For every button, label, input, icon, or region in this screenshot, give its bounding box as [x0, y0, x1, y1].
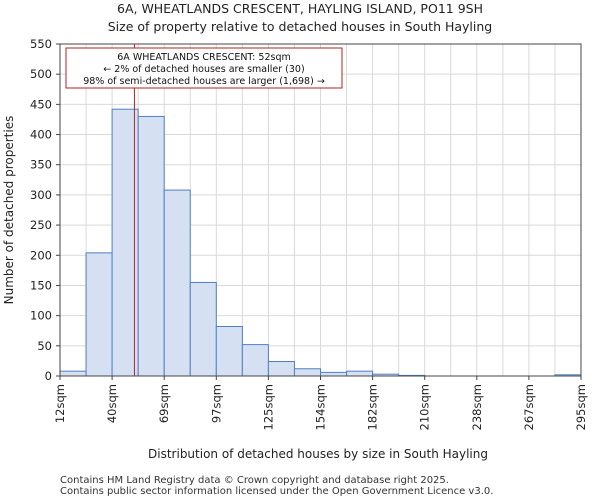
histogram-bar: [293, 368, 322, 377]
y-tick-label: 350: [30, 158, 52, 172]
histogram-bar: [163, 189, 191, 377]
histogram-bar: [189, 281, 217, 377]
histogram-bar: [267, 361, 295, 377]
footer-line-2: Contains public sector information licen…: [60, 486, 493, 497]
histogram-bar: [59, 370, 87, 377]
x-tick-label: 40sqm: [105, 384, 119, 423]
histogram-bar: [215, 326, 243, 377]
histogram-bar: [346, 370, 374, 377]
x-tick-label: 12sqm: [53, 384, 67, 423]
annotation-box: 6A WHEATLANDS CRESCENT: 52sqm ← 2% of de…: [65, 47, 343, 89]
y-tick-label: 100: [30, 309, 52, 323]
x-tick-label: 267sqm: [522, 384, 536, 430]
x-tick-label: 154sqm: [314, 384, 328, 430]
y-tick-label: 150: [30, 278, 52, 292]
chart-subtitle: Size of property relative to detached ho…: [108, 19, 492, 34]
x-tick-label: 125sqm: [261, 384, 275, 430]
annotation-line-1: 6A WHEATLANDS CRESCENT: 52sqm: [117, 52, 290, 63]
x-tick-label: 69sqm: [157, 384, 171, 423]
footer-line-1: Contains HM Land Registry data © Crown c…: [60, 475, 449, 486]
histogram-bar: [85, 252, 113, 377]
histogram-bar: [137, 115, 165, 377]
annotation-line-2: ← 2% of detached houses are smaller (30): [103, 64, 304, 75]
y-axis-ticks: 0 50 100 150 200 250 300 350 400 450 500 550: [30, 37, 60, 383]
histogram-bar: [320, 371, 348, 377]
x-tick-label: 238sqm: [470, 384, 484, 430]
y-tick-label: 550: [30, 37, 52, 51]
x-axis-ticks: 12sqm 40sqm 69sqm 97sqm 125sqm 154sqm 182sqm 21…: [53, 376, 588, 430]
y-tick-label: 450: [30, 97, 52, 111]
y-tick-label: 400: [30, 128, 52, 142]
x-axis-label: Distribution of detached houses by size …: [148, 447, 488, 461]
x-tick-label: 182sqm: [366, 384, 380, 430]
y-tick-label: 250: [30, 218, 52, 232]
histogram-bar: [241, 344, 269, 377]
annotation-line-3: 98% of semi-detached houses are larger (…: [83, 76, 325, 87]
x-tick-label: 97sqm: [209, 384, 223, 423]
y-tick-label: 500: [30, 67, 52, 81]
y-tick-label: 200: [30, 248, 52, 262]
y-tick-label: 300: [30, 188, 52, 202]
chart-title: 6A, WHEATLANDS CRESCENT, HAYLING ISLAND,…: [117, 1, 483, 16]
y-tick-label: 0: [45, 369, 52, 383]
x-tick-label: 295sqm: [574, 384, 588, 430]
y-tick-label: 50: [37, 339, 52, 353]
y-axis-label: Number of detached properties: [2, 116, 16, 305]
histogram-bar: [111, 108, 139, 377]
annotation-frame: [65, 47, 343, 89]
x-tick-label: 210sqm: [418, 384, 432, 430]
plot-frame: [59, 43, 582, 377]
